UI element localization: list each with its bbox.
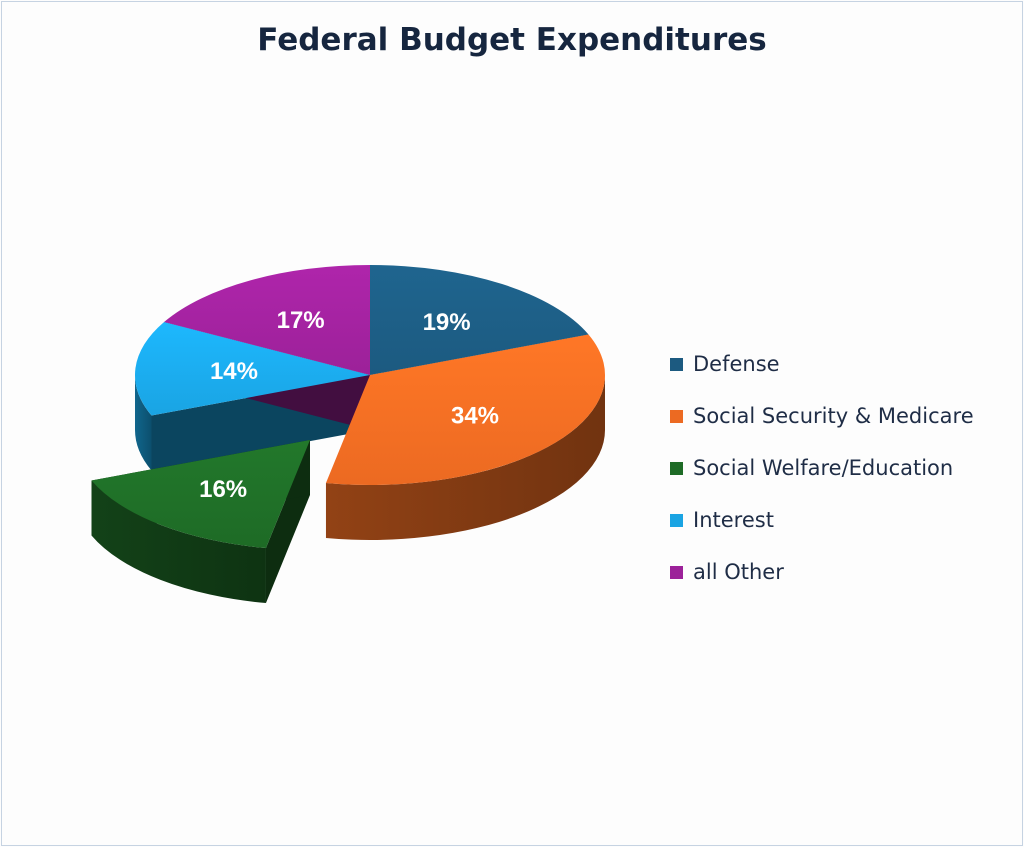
data-label: 14% [210,358,258,385]
pie-data-labels: 19% 34% 16% 14% 17% [199,307,499,503]
pie-slice-all-other [164,265,370,375]
legend-item: Social Security & Medicare [670,390,974,442]
legend-swatch [670,513,683,527]
legend-label: Interest [693,508,774,532]
data-label: 34% [451,403,499,430]
pie-top-faces [91,265,605,604]
pie-slice-outer-wall [135,375,152,471]
legend-label: Social Welfare/Education [693,456,954,480]
pie-slice-interest [135,322,370,416]
legend-swatch [670,409,683,423]
legend-label: Social Security & Medicare [693,404,974,428]
pie-slice-outer-wall [325,375,605,540]
legend-item: all Other [670,546,974,598]
data-label: 17% [277,307,325,334]
data-label: 16% [199,476,247,503]
legend-swatch [670,565,683,579]
legend-label: all Other [693,560,784,584]
pie-slice-social-security-medicare [325,334,605,485]
data-label: 19% [423,309,471,336]
legend-item: Defense [670,338,974,390]
legend-swatch [670,357,683,371]
legend-swatch [670,461,683,475]
chart-legend: Defense Social Security & Medicare Social … [670,338,974,598]
legend-label: Defense [693,352,780,376]
legend-item: Interest [670,494,974,546]
pie-slice-social-welfare-education [91,440,310,549]
pie-slice-defense [370,265,589,375]
legend-item: Social Welfare/Education [670,442,974,494]
chart-title: Federal Budget Expenditures [257,22,767,58]
pie-slice-outer-wall [91,480,266,604]
